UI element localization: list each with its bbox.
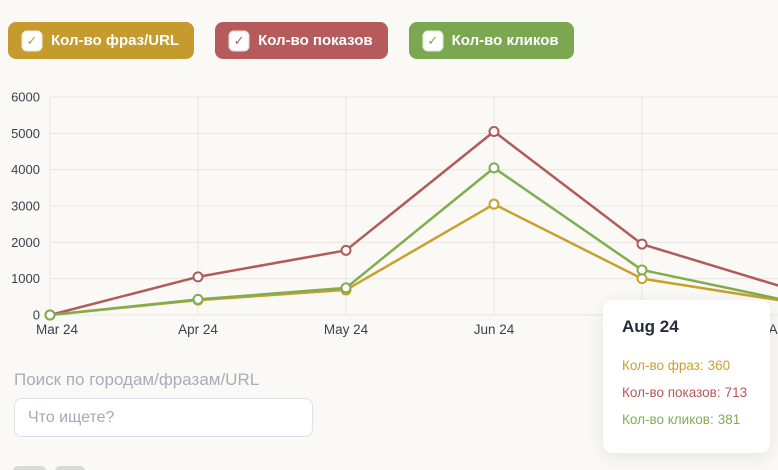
- y-tick-label: 6000: [11, 90, 40, 105]
- legend-label: Кол-во кликов: [451, 32, 559, 49]
- tooltip-title: Aug 24: [622, 317, 679, 336]
- tooltip-row-label: Кол-во фраз:: [622, 358, 704, 373]
- partial-button-2[interactable]: [55, 466, 85, 470]
- data-point[interactable]: [340, 282, 352, 294]
- legend-button-1[interactable]: ✓ Кол-во показов: [215, 22, 388, 59]
- tooltip-row-1: Кол-во показов: 713: [622, 379, 770, 406]
- tooltip-row-value: 381: [717, 412, 741, 427]
- checkbox-checked-icon: ✓: [23, 31, 41, 50]
- chart-tooltip: Aug 24 Кол-во фраз: 360 Кол-во показов: 713…: [603, 300, 770, 453]
- x-tick-label: May 24: [324, 322, 369, 337]
- tooltip-row-0: Кол-во фраз: 360: [622, 352, 770, 379]
- y-tick-label: 4000: [11, 162, 40, 177]
- data-point[interactable]: [488, 162, 500, 174]
- chart-canvas[interactable]: 0 1000 2000 3000 4000 5000 6000 Mar 24 Apr 24 May…: [0, 85, 778, 350]
- y-tick-label: 5000: [11, 126, 40, 141]
- search-label: Поиск по городам/фразам/URL: [14, 370, 260, 389]
- y-tick-label: 2000: [11, 235, 40, 250]
- data-point[interactable]: [488, 126, 500, 138]
- data-point[interactable]: [192, 271, 204, 283]
- partial-button-1[interactable]: [13, 466, 46, 470]
- data-point[interactable]: [636, 238, 648, 250]
- data-point[interactable]: [44, 309, 56, 321]
- legend-label: Кол-во показов: [258, 32, 373, 49]
- legend-button-0[interactable]: ✓ Кол-во фраз/URL: [8, 22, 195, 59]
- line-chart[interactable]: 0 1000 2000 3000 4000 5000 6000 Mar 24 Apr 24 May…: [0, 85, 778, 350]
- checkbox-checked-icon: ✓: [230, 31, 249, 50]
- tooltip-row-value: 360: [707, 358, 731, 373]
- tooltip-row-label: Кол-во кликов:: [622, 412, 714, 427]
- series-line: [49, 130, 778, 317]
- checkbox-checked-icon: ✓: [423, 31, 442, 50]
- legend-button-2[interactable]: ✓ Кол-во кликов: [408, 22, 574, 59]
- y-tick-label: 0: [33, 308, 40, 323]
- x-tick-label: Jun 24: [474, 322, 515, 337]
- tooltip-rows: Кол-во фраз: 360 Кол-во показов: 713 Кол-во …: [622, 352, 770, 433]
- x-tick-label: Aug 24: [769, 322, 778, 337]
- series-legend: ✓ Кол-во фраз/URL ✓ Кол-во показов ✓ Кол-во к…: [8, 22, 574, 59]
- data-point[interactable]: [488, 198, 500, 210]
- data-point[interactable]: [636, 264, 648, 276]
- series-line: [49, 202, 778, 317]
- tooltip-row-2: Кол-во кликов: 381: [622, 406, 770, 433]
- data-point[interactable]: [636, 273, 648, 285]
- y-tick-label: 1000: [11, 271, 40, 286]
- tooltip-row-value: 713: [724, 385, 748, 400]
- data-point[interactable]: [192, 293, 204, 305]
- series-line: [49, 166, 778, 317]
- search-input[interactable]: [14, 398, 313, 437]
- x-tick-label: Mar 24: [36, 322, 79, 337]
- tooltip-row-label: Кол-во показов:: [622, 385, 721, 400]
- legend-label: Кол-во фраз/URL: [51, 32, 180, 49]
- x-tick-label: Apr 24: [178, 322, 218, 337]
- data-point[interactable]: [340, 244, 352, 256]
- y-tick-label: 3000: [11, 199, 40, 214]
